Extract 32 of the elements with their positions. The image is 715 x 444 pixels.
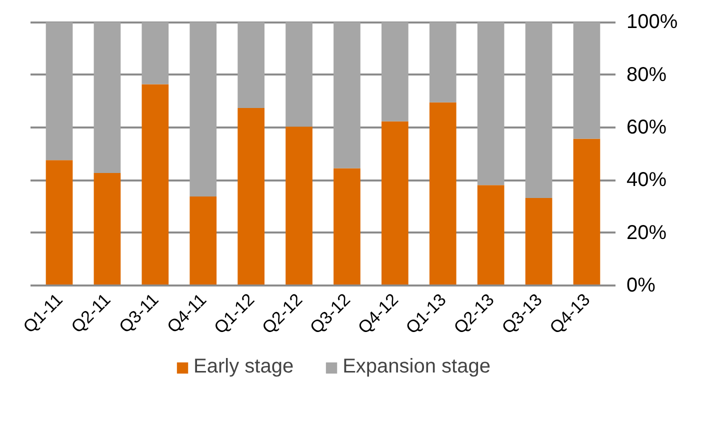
bar [142,84,169,286]
y-tick-label: 40% [626,169,667,192]
legend-label: Expansion stage [342,356,490,378]
bar [190,22,217,196]
y-tick-label: 100% [626,11,678,34]
bar [238,108,264,286]
y-tick-label: 80% [626,64,667,86]
bar [46,160,73,286]
bar [94,173,121,286]
bar [477,22,504,186]
bar [429,102,456,286]
bar [46,22,73,160]
y-tick-label: 60% [626,116,667,138]
bar [382,121,408,286]
bar [334,168,360,286]
bar [573,22,600,139]
bar [525,198,552,286]
bar [525,22,552,198]
bar [573,138,600,286]
bar [286,22,312,127]
bar [286,126,312,286]
bar [94,22,121,174]
bar [477,185,504,286]
legend-label: Early stage [194,356,294,378]
bar [429,22,456,102]
y-tick-label: 0% [626,274,656,296]
bar [238,22,264,108]
bar [382,22,408,122]
bar [142,22,169,84]
y-tick-label: 20% [626,222,667,244]
bar [334,22,360,168]
bar [190,196,217,286]
